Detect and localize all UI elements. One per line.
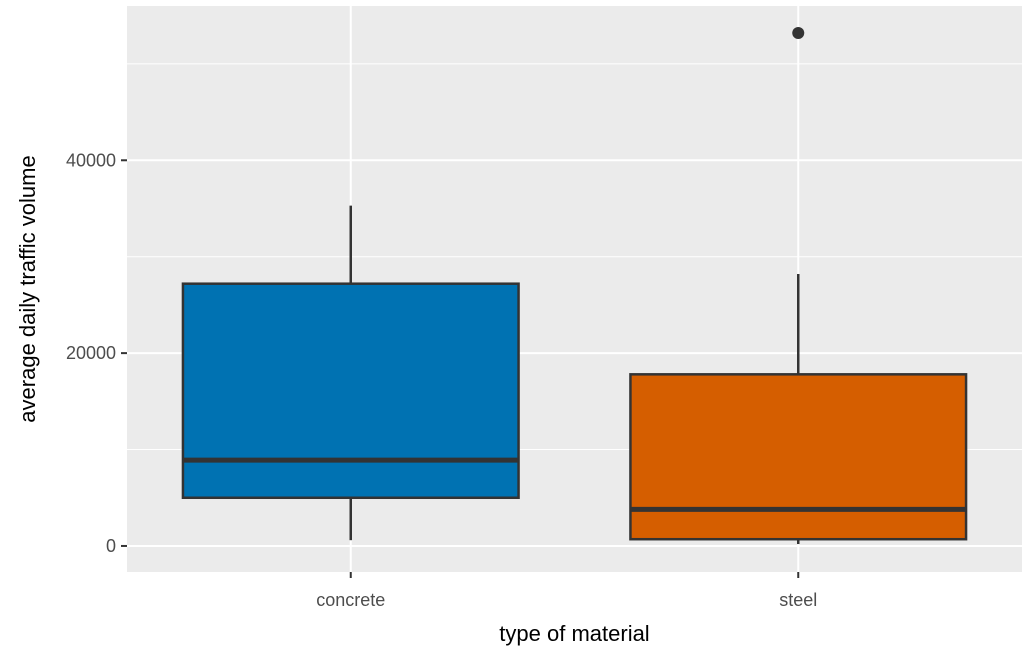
x-axis: concrete steel — [316, 572, 817, 610]
y-axis: 0 20000 40000 — [66, 150, 127, 556]
y-tick-label: 0 — [106, 536, 116, 556]
box-iqr — [629, 373, 968, 541]
y-tick-label: 40000 — [66, 150, 116, 170]
box-iqr — [181, 282, 520, 500]
y-axis-title: average daily traffic volume — [15, 155, 40, 422]
x-axis-title: type of material — [499, 621, 649, 646]
box-layer — [181, 26, 968, 545]
x-tick-label: steel — [779, 590, 817, 610]
outlier-point — [792, 26, 805, 39]
x-tick-label: concrete — [316, 590, 385, 610]
y-tick-label: 20000 — [66, 343, 116, 363]
box-steel — [629, 26, 968, 545]
box-concrete — [181, 205, 520, 541]
